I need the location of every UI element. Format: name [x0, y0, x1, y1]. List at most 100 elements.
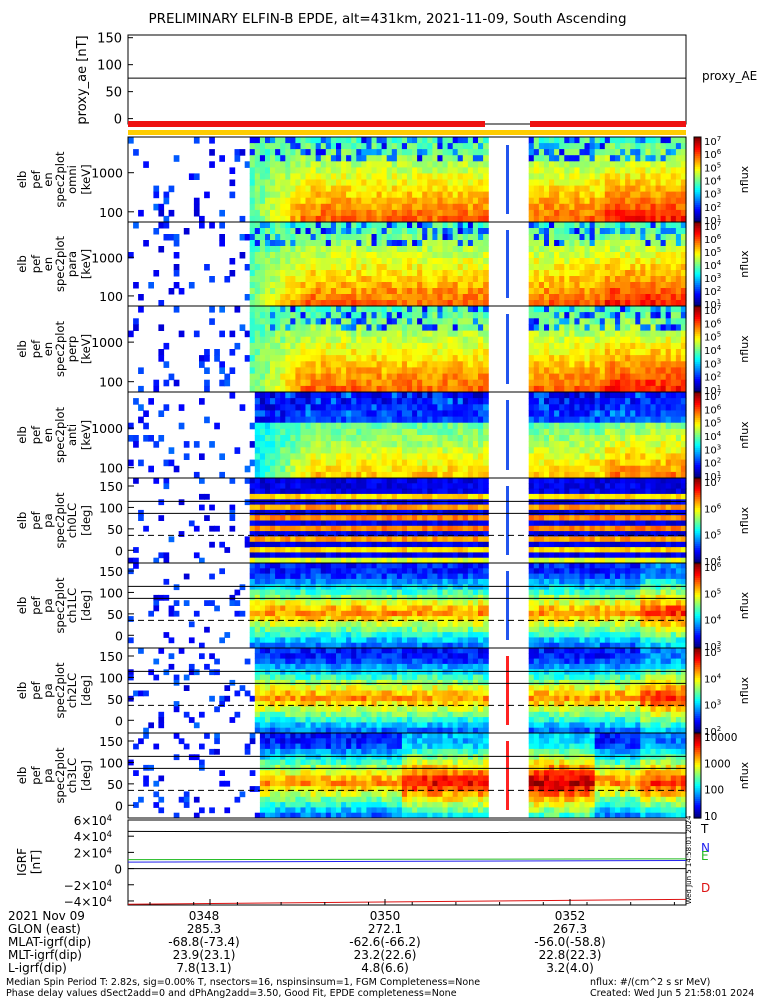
svg-text:102: 102	[704, 371, 721, 384]
ylabel-pa_ch1-5: [deg]	[79, 590, 93, 621]
gap-trace-en_anti	[506, 400, 509, 470]
svg-text:103: 103	[704, 443, 721, 456]
ylabel-en_anti-1: pef	[29, 425, 43, 444]
tick-label-pa_ch0-2: 50	[107, 522, 123, 537]
eph-4-2: 3.2(4.0)	[546, 961, 594, 975]
sidebar-timestamp: Wed Jun 5 14:58:01 2024	[685, 815, 693, 904]
cb-tick-en_omni-2: 105	[704, 161, 721, 174]
heatmap-pa_ch2	[128, 648, 687, 734]
tick-label-en_para-0: 1000	[91, 250, 123, 265]
ylabel-pa_ch1-0: elb	[15, 597, 29, 615]
svg-text:104: 104	[704, 430, 722, 443]
tick-label-pa_ch1-3: 0	[115, 628, 123, 643]
cb-label-pa_ch0: nflux	[738, 506, 751, 534]
eph-0-2: 0352	[554, 909, 586, 923]
cb-tick-en_omni-3: 104	[704, 175, 722, 188]
cb-label-en_omni: nflux	[738, 165, 751, 193]
gap-trace-en_para	[506, 230, 509, 298]
tick-label-en_perp-1: 100	[99, 375, 123, 390]
svg-text:103: 103	[704, 188, 721, 201]
colorbar-pa_ch3	[693, 732, 702, 819]
svg-text:103: 103	[704, 357, 721, 370]
igrf-line-D	[127, 898, 687, 905]
ylabel-pa_ch2-3: spec2plot	[53, 662, 67, 719]
svg-text:103: 103	[704, 272, 721, 285]
ylabel-en_para-2: en	[41, 257, 55, 271]
ylabel-pa_ch0-4: ch0LC	[65, 503, 79, 538]
igrf-legend-T: T	[700, 822, 709, 836]
cb-tick-en_anti-3: 104	[704, 430, 722, 443]
figure-title: PRELIMINARY ELFIN-B EPDE, alt=431km, 202…	[148, 11, 627, 27]
cb-tick-en_omni-1: 106	[704, 148, 722, 161]
tick-label-en_omni-0: 1000	[91, 166, 123, 181]
igrf-legend-D: D	[701, 881, 710, 895]
tick-label-pa_ch1-2: 50	[107, 607, 123, 622]
eph-1-2: 267.3	[552, 922, 588, 936]
ylabel-en_perp-0: elb	[15, 340, 29, 358]
ylabel-en_perp-2: en	[41, 342, 55, 356]
ylabel-en_perp-3: spec2plot	[53, 320, 67, 377]
cb-tick-pa_ch1-2: 104	[704, 614, 722, 627]
cb-tick-pa_ch0-2: 105	[704, 529, 721, 542]
ylabel-pa_ch3-2: pa	[41, 768, 55, 782]
cb-tick-en_perp-1: 106	[704, 317, 722, 330]
ylabel-pa_ch1-3: spec2plot	[53, 577, 67, 634]
tick-label-pa_ch3-0: 150	[99, 734, 123, 749]
colorbar-en_para	[693, 221, 702, 307]
cb-tick-en_anti-6: 101	[704, 470, 721, 483]
heatmap-pa_ch1	[128, 563, 687, 649]
ylabel-en_perp-1: pef	[29, 339, 43, 358]
footer-right-2: Created: Wed Jun 5 21:58:01 2024	[590, 988, 755, 999]
tick-label-pa_ch0-1: 100	[99, 500, 123, 515]
heatmap-en_para	[128, 222, 687, 307]
gap-trace-pa_ch2	[506, 656, 509, 725]
cb-label-en_para: nflux	[738, 250, 751, 278]
ylabel-en_omni-1: pef	[29, 169, 43, 188]
proxy-ae-tick-label-0: 150	[97, 32, 122, 47]
igrf-tick-label-4: −2×104	[64, 878, 112, 893]
eph-1-1: 272.1	[367, 922, 403, 936]
eph-3-0: 23.9(23.1)	[172, 948, 236, 962]
eph-0-1: 0350	[369, 909, 401, 923]
svg-text:105: 105	[704, 246, 721, 259]
cb-label-pa_ch1: nflux	[738, 591, 751, 619]
ylabel-pa_ch3-3: spec2plot	[53, 747, 67, 804]
ylabel-en_para-5: [keV]	[79, 249, 93, 279]
colorbar-en_perp	[693, 305, 702, 393]
tick-label-en_anti-1: 100	[99, 461, 123, 476]
cb-label-pa_ch2: nflux	[738, 676, 751, 704]
igrf-tick-label-5: −4×104	[64, 894, 112, 909]
tick-label-pa_ch3-3: 0	[115, 798, 123, 813]
tick-label-pa_ch2-0: 150	[99, 649, 123, 664]
igrf-line-T	[127, 830, 687, 834]
svg-text:102: 102	[704, 457, 721, 470]
ylabel-pa_ch0-0: elb	[15, 512, 29, 530]
igrf-tick-label-3: 0	[114, 863, 122, 877]
svg-text:104: 104	[704, 259, 722, 272]
igrf-tick-label-0: 6×104	[74, 813, 112, 828]
cb-tick-pa_ch2-1: 104	[704, 672, 722, 685]
cb-label-pa_ch3: nflux	[738, 761, 751, 789]
panel-frame-pa_ch3	[127, 732, 687, 819]
ylabel-pa_ch2-5: [deg]	[79, 675, 93, 706]
cb-tick-pa_ch3-1: 1000	[704, 758, 731, 770]
svg-text:107: 107	[704, 220, 721, 233]
cb-tick-en_para-5: 102	[704, 285, 721, 298]
cb-tick-en_anti-2: 105	[704, 417, 721, 430]
igrf-line-E	[127, 858, 687, 861]
svg-text:105: 105	[704, 417, 721, 430]
proxy-ae-ylabel: proxy_ae [nT]	[75, 35, 90, 124]
ylabel-en_anti-0: elb	[15, 426, 29, 444]
position-bar-yellow	[128, 130, 686, 135]
igrf-ylabel-0: IGRF	[15, 848, 29, 876]
colorbar-en_omni	[693, 136, 702, 223]
cb-tick-en_perp-2: 105	[704, 331, 721, 344]
svg-text:106: 106	[704, 148, 722, 161]
ylabel-pa_ch0-1: pef	[29, 510, 43, 529]
tick-label-pa_ch1-1: 100	[99, 585, 123, 600]
ylabel-pa_ch0-3: spec2plot	[53, 492, 67, 549]
ylabel-pa_ch3-5: [deg]	[79, 760, 93, 791]
ylabel-pa_ch2-1: pef	[29, 680, 43, 699]
igrf-line-N	[127, 859, 687, 863]
ylabel-en_omni-4: omni	[65, 165, 79, 194]
